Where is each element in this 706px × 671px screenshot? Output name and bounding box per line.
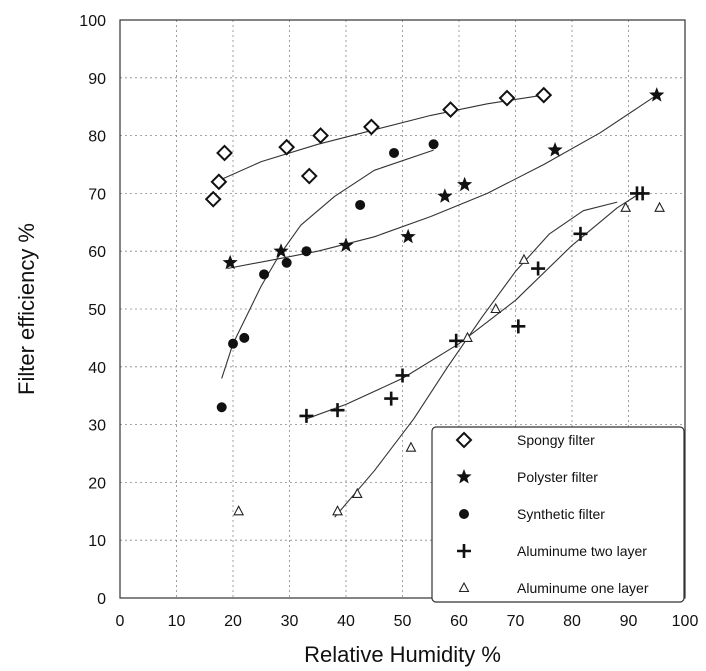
data-point [278, 138, 296, 156]
data-point [210, 173, 228, 191]
x-tick-label: 50 [394, 613, 412, 630]
y-tick-label: 50 [88, 302, 106, 319]
legend-marker [456, 469, 472, 484]
y-tick-label: 60 [88, 244, 106, 261]
data-point [535, 86, 553, 104]
x-tick-label: 80 [563, 613, 581, 630]
data-point [281, 257, 292, 268]
legend-marker [459, 509, 469, 519]
data-point [233, 505, 245, 516]
data-point [351, 487, 363, 499]
legend-marker [458, 581, 470, 593]
plot-frame [119, 19, 686, 599]
trend-line [306, 192, 641, 420]
y-axis-label: Filter efficiency % [14, 223, 39, 395]
x-tick-label: 90 [620, 613, 638, 630]
x-tick-label: 20 [224, 613, 242, 630]
legend: Spongy filter Polyster filter Synthetic fi… [431, 426, 685, 603]
data-point [649, 87, 665, 102]
data-point [259, 269, 270, 280]
legend-label: Aluminume two layer [517, 543, 647, 559]
data-point [355, 199, 366, 210]
trend-line [227, 94, 658, 270]
data-point [363, 118, 380, 136]
trend-line [334, 201, 618, 518]
y-tick-label: 100 [79, 13, 106, 30]
legend-label: Spongy filter [517, 432, 595, 448]
data-point [635, 186, 650, 201]
data-point [654, 201, 665, 212]
x-tick-labels: 0 10 20 30 40 50 60 70 80 90 100 [116, 613, 699, 630]
legend-marker [455, 431, 473, 449]
data-point [222, 254, 238, 270]
y-tick-label: 70 [88, 186, 106, 203]
data-point [299, 408, 314, 423]
data-point [511, 319, 526, 334]
x-tick-label: 100 [672, 613, 699, 630]
data-point [498, 89, 516, 107]
data-point [457, 176, 473, 192]
legend-label: Polyster filter [517, 469, 598, 485]
data-point [312, 127, 329, 145]
data-point [384, 391, 399, 406]
x-tick-label: 70 [507, 613, 525, 630]
x-tick-label: 40 [337, 613, 355, 630]
y-tick-label: 40 [88, 360, 106, 377]
trend-lines [215, 94, 658, 518]
x-tick-label: 60 [450, 613, 468, 630]
data-point [389, 147, 400, 158]
data-point [332, 505, 343, 516]
data-points [204, 86, 665, 516]
data-point [573, 226, 588, 241]
y-tick-label: 90 [88, 71, 106, 88]
data-point [518, 253, 530, 264]
data-point [239, 332, 250, 343]
x-tick-label: 0 [116, 613, 125, 630]
data-point [216, 144, 233, 162]
data-point [437, 188, 453, 203]
data-point [620, 201, 632, 212]
legend-label: Synthetic filter [517, 506, 605, 522]
y-tick-label: 10 [88, 533, 106, 550]
data-point [395, 368, 410, 383]
legend-label: Aluminume one layer [517, 580, 649, 596]
y-tick-labels: 0 10 20 30 40 50 60 70 80 90 100 [79, 13, 106, 608]
y-tick-label: 30 [88, 418, 106, 435]
x-tick-label: 30 [281, 613, 299, 630]
data-point [531, 261, 546, 276]
data-point [428, 139, 439, 150]
y-tick-label: 20 [88, 475, 106, 492]
data-point [300, 167, 318, 185]
y-tick-label: 80 [88, 129, 106, 146]
data-point [462, 331, 473, 342]
legend-marker [457, 544, 471, 558]
data-point [216, 402, 227, 413]
data-point [273, 243, 289, 258]
data-point [400, 228, 416, 244]
data-point [490, 302, 502, 314]
data-point [330, 403, 345, 418]
data-point [405, 441, 417, 452]
legend-box [431, 426, 685, 603]
data-point [228, 338, 238, 349]
trend-line [221, 149, 434, 379]
data-point [449, 333, 464, 348]
data-point [442, 101, 459, 119]
x-axis-label: Relative Humidity % [304, 642, 501, 667]
data-point [204, 190, 222, 208]
data-point [338, 237, 354, 252]
x-tick-label: 10 [168, 613, 186, 630]
y-tick-label: 0 [97, 591, 106, 608]
data-point [547, 142, 563, 157]
data-point [301, 246, 312, 257]
